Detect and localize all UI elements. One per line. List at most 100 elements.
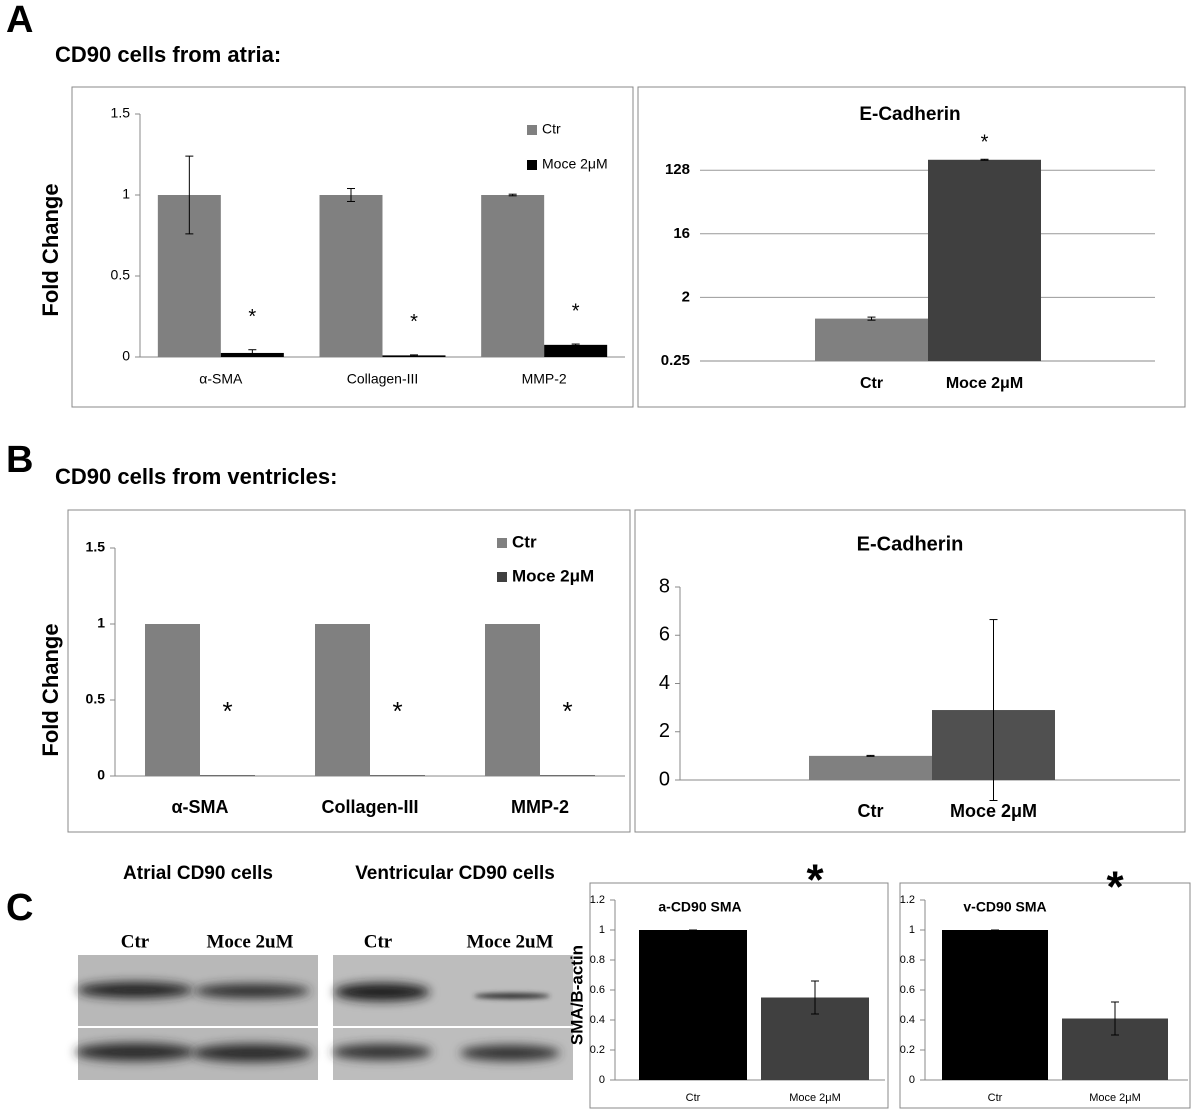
legend-label: Moce 2μM bbox=[512, 566, 594, 585]
y-tick-label: 2 bbox=[682, 288, 690, 305]
y-tick-label: 1 bbox=[122, 186, 130, 202]
y-tick-label: 0.2 bbox=[590, 1044, 605, 1056]
y-tick-label: 6 bbox=[659, 624, 670, 646]
y-tick-label: 0.2 bbox=[900, 1044, 915, 1056]
y-tick-label: 128 bbox=[665, 161, 690, 178]
bar bbox=[928, 159, 1041, 361]
legend-swatch bbox=[527, 125, 537, 135]
significance-mark: * bbox=[981, 132, 989, 154]
y-tick-label: 0.8 bbox=[900, 954, 915, 966]
panel-heading: CD90 cells from ventricles: bbox=[55, 464, 337, 489]
y-tick-label: 1 bbox=[909, 924, 915, 936]
x-tick-label: α-SMA bbox=[171, 797, 228, 817]
panel-heading: CD90 cells from atria: bbox=[55, 42, 281, 67]
lane-label: Moce 2uM bbox=[206, 931, 293, 952]
y-tick-label: 0.6 bbox=[590, 984, 605, 996]
x-tick-label: MMP-2 bbox=[511, 797, 569, 817]
x-tick-label: Collagen-III bbox=[347, 371, 419, 387]
error-bar bbox=[248, 349, 257, 357]
error-bar bbox=[867, 316, 876, 321]
bar bbox=[540, 775, 595, 776]
chart-title: a-CD90 SMA bbox=[658, 899, 741, 915]
significance-mark: * bbox=[806, 856, 824, 905]
western-blot bbox=[75, 955, 318, 1080]
x-tick-label: Ctr bbox=[686, 1092, 701, 1104]
western-blot bbox=[332, 955, 573, 1080]
y-tick-label: 0.25 bbox=[661, 352, 690, 369]
x-tick-label: Collagen-III bbox=[321, 797, 418, 817]
chart-frame bbox=[637, 86, 1186, 408]
panel-label: A bbox=[6, 0, 33, 41]
y-axis-label: Fold Change bbox=[38, 623, 63, 756]
legend-swatch bbox=[527, 160, 537, 170]
legend-swatch bbox=[497, 572, 507, 582]
y-tick-label: 0 bbox=[599, 1074, 605, 1086]
x-tick-label: Moce 2μM bbox=[946, 375, 1023, 392]
bar bbox=[370, 775, 425, 776]
y-tick-label: 1.2 bbox=[590, 894, 605, 906]
panel-label: C bbox=[6, 887, 33, 929]
error-bar bbox=[1111, 1001, 1119, 1036]
chart-frame bbox=[71, 86, 634, 408]
blot-title: Ventricular CD90 cells bbox=[355, 863, 555, 884]
chart-title: v-CD90 SMA bbox=[963, 899, 1046, 915]
legend-swatch bbox=[497, 538, 507, 548]
significance-mark: * bbox=[222, 696, 232, 726]
significance-mark: * bbox=[572, 300, 580, 322]
x-tick-label: MMP-2 bbox=[522, 371, 567, 387]
bar bbox=[639, 930, 747, 1080]
error-bar bbox=[508, 193, 517, 197]
legend-label: Moce 2μM bbox=[542, 156, 608, 172]
y-tick-label: 0 bbox=[122, 348, 130, 364]
significance-mark: * bbox=[562, 696, 572, 726]
y-tick-label: 1.5 bbox=[111, 105, 131, 121]
y-tick-label: 0 bbox=[909, 1074, 915, 1086]
panel-label: B bbox=[6, 439, 33, 481]
chart-frame bbox=[67, 509, 631, 833]
bar bbox=[809, 755, 932, 780]
error-bar bbox=[811, 980, 819, 1015]
chart-frame bbox=[899, 882, 1191, 1109]
lane-label: Ctr bbox=[121, 931, 150, 952]
x-tick-label: Moce 2μM bbox=[1089, 1092, 1141, 1104]
y-tick-label: 0 bbox=[659, 768, 670, 790]
bar bbox=[485, 624, 540, 776]
y-tick-label: 1.2 bbox=[900, 894, 915, 906]
y-axis-label: Fold Change bbox=[38, 183, 63, 316]
legend-label: Ctr bbox=[512, 532, 537, 551]
x-tick-label: Moce 2μM bbox=[950, 801, 1037, 821]
significance-mark: * bbox=[248, 306, 256, 328]
error-bar bbox=[347, 188, 355, 202]
x-tick-label: Ctr bbox=[988, 1092, 1003, 1104]
bar bbox=[319, 195, 383, 357]
bar bbox=[942, 930, 1048, 1080]
bar bbox=[544, 344, 608, 357]
y-tick-label: 16 bbox=[673, 225, 690, 242]
significance-mark: * bbox=[410, 311, 418, 333]
y-tick-label: 2 bbox=[659, 720, 670, 742]
y-tick-label: 1.5 bbox=[86, 539, 106, 555]
y-tick-label: 0 bbox=[97, 767, 105, 783]
y-tick-label: 0.5 bbox=[111, 267, 131, 283]
x-tick-label: α-SMA bbox=[199, 371, 243, 387]
y-tick-label: 0.4 bbox=[590, 1014, 605, 1026]
y-tick-label: 8 bbox=[659, 575, 670, 597]
error-bar bbox=[185, 155, 194, 235]
y-tick-label: 0.5 bbox=[86, 691, 106, 707]
lane-label: Ctr bbox=[364, 931, 393, 952]
y-tick-label: 4 bbox=[659, 672, 670, 694]
legend-label: Ctr bbox=[542, 121, 561, 137]
bar bbox=[815, 318, 928, 361]
x-tick-label: Ctr bbox=[858, 801, 884, 821]
error-bar bbox=[989, 619, 998, 802]
y-tick-label: 1 bbox=[97, 615, 105, 631]
lane-label: Moce 2uM bbox=[466, 931, 553, 952]
x-tick-label: Ctr bbox=[860, 375, 883, 392]
chart-frame bbox=[589, 882, 889, 1109]
error-bar bbox=[980, 158, 989, 161]
significance-mark: * bbox=[392, 696, 402, 726]
y-tick-label: 0.4 bbox=[900, 1014, 915, 1026]
y-axis-label: SMA/B-actin bbox=[567, 945, 586, 1045]
y-tick-label: 0.6 bbox=[900, 984, 915, 996]
